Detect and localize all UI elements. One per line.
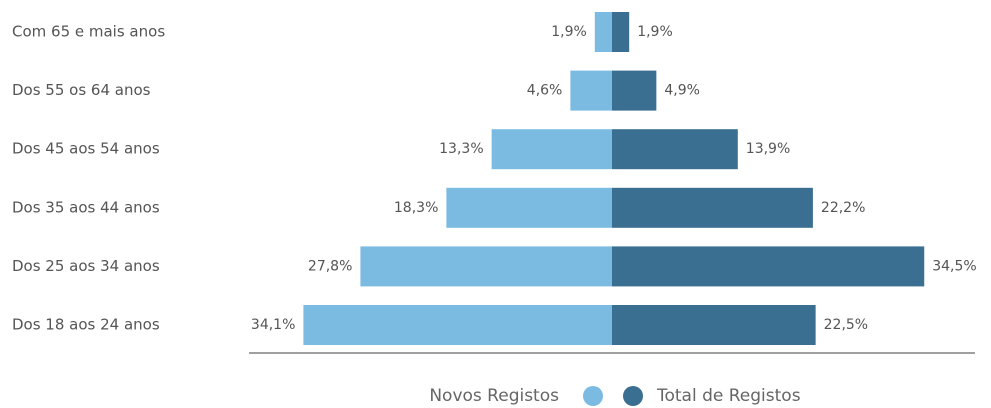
value-label: 1,9% xyxy=(637,24,673,40)
value-label: 27,8% xyxy=(308,258,352,274)
bar xyxy=(612,187,813,228)
bar xyxy=(570,70,612,111)
value-label: 22,5% xyxy=(824,317,868,333)
value-label: 4,6% xyxy=(527,83,563,99)
legend-label: Novos Registos xyxy=(429,386,559,406)
category-label: Dos 55 os 64 anos xyxy=(12,81,151,99)
value-label: 34,1% xyxy=(251,317,295,333)
value-label: 34,5% xyxy=(932,258,976,274)
bar xyxy=(594,12,612,52)
bar xyxy=(360,246,612,287)
bar xyxy=(612,246,925,287)
bar xyxy=(491,129,612,170)
bar xyxy=(612,129,738,170)
category-label: Dos 35 aos 44 anos xyxy=(12,198,160,216)
legend-label: Total de Registos xyxy=(656,386,801,406)
value-label: 1,9% xyxy=(551,24,587,40)
legend-swatch xyxy=(583,386,603,406)
bar xyxy=(612,305,816,345)
value-label: 13,3% xyxy=(439,141,483,157)
category-label: Dos 25 aos 34 anos xyxy=(12,257,160,275)
value-label: 13,9% xyxy=(746,141,790,157)
value-label: 4,9% xyxy=(664,83,700,99)
value-label: 22,2% xyxy=(821,200,865,216)
value-label: 18,3% xyxy=(394,200,438,216)
bar xyxy=(446,187,612,228)
bar xyxy=(303,305,612,345)
legend-swatch xyxy=(623,386,643,406)
category-label: Com 65 e mais anos xyxy=(12,23,165,41)
bar xyxy=(612,12,630,52)
category-label: Dos 18 aos 24 anos xyxy=(12,316,160,334)
category-label: Dos 45 aos 54 anos xyxy=(12,140,160,158)
bar xyxy=(612,70,657,111)
